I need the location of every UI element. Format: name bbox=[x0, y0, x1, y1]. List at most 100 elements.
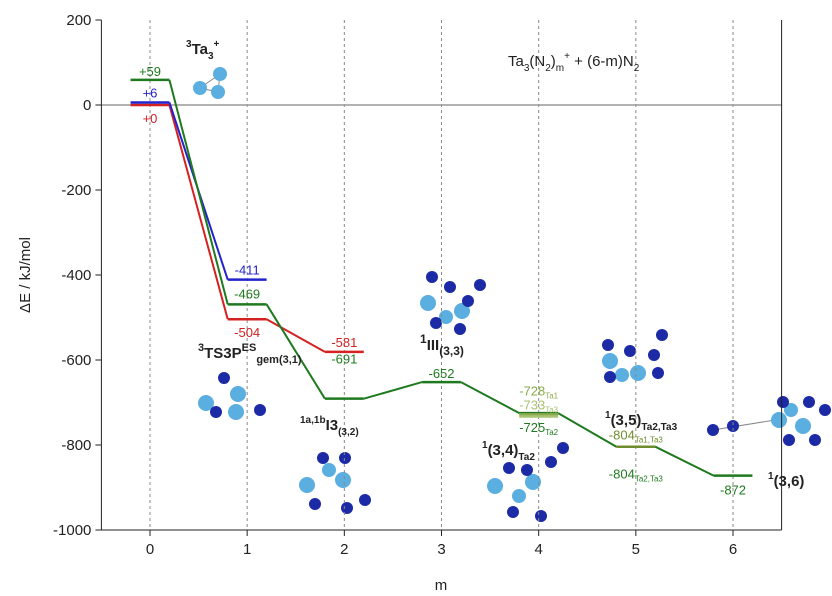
value-label: -733Ta3 bbox=[519, 398, 558, 415]
x-tick-label: 4 bbox=[534, 541, 542, 558]
annotation-part: (N bbox=[529, 53, 545, 70]
annotation-part: 1a,1b bbox=[300, 415, 326, 426]
value-label: -581 bbox=[331, 335, 357, 350]
annotation: 1III(3,3) bbox=[420, 332, 464, 358]
value-label: -691 bbox=[331, 352, 357, 367]
value-label: -804Ta2,Ta3 bbox=[609, 467, 664, 484]
annotation-part: 3 bbox=[524, 63, 530, 74]
annotation-part: Ta bbox=[192, 41, 209, 58]
value-label-text: +6 bbox=[143, 85, 158, 100]
annotation-part: 3 bbox=[186, 39, 192, 50]
value-label: -728Ta1 bbox=[519, 383, 558, 400]
value-label-text: -728 bbox=[519, 383, 545, 398]
value-label-text: +0 bbox=[143, 111, 158, 126]
value-label-sub: Ta1,Ta3 bbox=[635, 436, 664, 445]
y-axis-label: ΔE / kJ/mol bbox=[17, 237, 34, 313]
x-tick-label: 2 bbox=[340, 541, 348, 558]
annotation-part: 1 bbox=[605, 410, 611, 421]
value-label: -725Ta2 bbox=[519, 420, 558, 437]
connector bbox=[266, 318, 326, 353]
connector bbox=[363, 381, 423, 400]
value-label-text: -652 bbox=[428, 366, 454, 381]
y-tick-label: -800 bbox=[61, 437, 91, 454]
x-tick-label: 3 bbox=[437, 541, 445, 558]
annotation-part: 1 bbox=[768, 471, 774, 482]
annotation-part: (3,5) bbox=[611, 412, 642, 429]
annotation-part: 2 bbox=[634, 63, 640, 74]
connector bbox=[654, 445, 715, 477]
annotation: 3TS3PESgem(3,1) bbox=[198, 342, 302, 366]
x-tick-label: 1 bbox=[243, 541, 251, 558]
annotation-part: ES bbox=[242, 342, 257, 354]
value-label-sub: Ta2 bbox=[545, 428, 558, 437]
x-tick-label: 5 bbox=[632, 541, 640, 558]
value-label-text: +59 bbox=[139, 64, 161, 79]
value-label-text: -725 bbox=[519, 420, 545, 435]
value-label: +59 bbox=[139, 64, 161, 79]
y-tick-label: -200 bbox=[61, 182, 91, 199]
value-label: +0 bbox=[143, 111, 158, 126]
x-tick-label: 0 bbox=[146, 541, 154, 558]
connector bbox=[168, 104, 229, 320]
y-tick-label: -600 bbox=[61, 352, 91, 369]
x-axis-label: m bbox=[435, 577, 448, 594]
annotation-part: 1 bbox=[482, 440, 488, 451]
annotation-part: + (6-m)N bbox=[570, 53, 634, 70]
annotation-part: (3,2) bbox=[338, 427, 359, 438]
molecules bbox=[193, 67, 831, 522]
value-label: +6 bbox=[143, 85, 158, 100]
annotation-part: Ta bbox=[508, 53, 525, 70]
annotation-part: I3 bbox=[326, 417, 339, 434]
value-label-text: -691 bbox=[331, 352, 357, 367]
value-label-text: -581 bbox=[331, 335, 357, 350]
value-label-text: -804 bbox=[609, 467, 635, 482]
value-label: -652 bbox=[428, 366, 454, 381]
annotation-part: Ta2 bbox=[518, 452, 535, 463]
annotation-part: 1 bbox=[420, 332, 427, 346]
annotation-part: gem(3,1) bbox=[256, 354, 302, 366]
value-label: -872 bbox=[720, 483, 746, 498]
annotation-part: ) bbox=[551, 53, 556, 70]
annotation-part: 2 bbox=[545, 63, 551, 74]
annotation-part: + bbox=[214, 39, 220, 50]
annotation-part: (3,3) bbox=[439, 344, 464, 358]
molecule bbox=[707, 396, 831, 446]
value-label-text: -504 bbox=[234, 325, 260, 340]
molecule bbox=[420, 271, 486, 335]
annotation-part: 3 bbox=[208, 51, 214, 62]
annotation-part: Ta2,Ta3 bbox=[641, 422, 677, 433]
annotation-part: TS3P bbox=[204, 345, 242, 362]
value-label-text: -469 bbox=[234, 286, 260, 301]
molecule bbox=[487, 442, 569, 522]
value-label-text: -804 bbox=[609, 428, 635, 443]
annotation: 1(3,5)Ta2,Ta3 bbox=[605, 410, 678, 433]
value-label-text: -411 bbox=[235, 263, 260, 278]
molecule bbox=[299, 452, 371, 514]
annotation-part: III bbox=[427, 337, 440, 354]
x-tick-label: 6 bbox=[729, 541, 737, 558]
annotation: 1(3,4)Ta2 bbox=[482, 440, 535, 463]
molecule bbox=[193, 67, 227, 99]
value-label-sub: Ta3 bbox=[545, 406, 558, 415]
molecule bbox=[602, 329, 668, 383]
value-label-text: -872 bbox=[720, 483, 746, 498]
value-label: -469 bbox=[234, 286, 260, 301]
connector bbox=[265, 303, 326, 400]
annotation-part: m bbox=[556, 63, 564, 74]
annotation-part: (3,4) bbox=[488, 442, 519, 459]
y-tick-label: -400 bbox=[61, 267, 91, 284]
annotation-part: (3,6) bbox=[774, 473, 805, 490]
connector bbox=[168, 79, 229, 305]
connector bbox=[460, 381, 520, 415]
connector bbox=[557, 412, 617, 448]
y-tick-label: 200 bbox=[66, 12, 91, 29]
annotation-part: 3 bbox=[198, 342, 204, 354]
annotation: Ta3(N2)m+ + (6-m)N2 bbox=[508, 51, 640, 74]
value-label: -504 bbox=[234, 325, 260, 340]
value-label-sub: Ta2,Ta3 bbox=[635, 475, 664, 484]
molecule bbox=[198, 372, 266, 420]
y-tick-label: -1000 bbox=[53, 522, 91, 539]
annotation: 1a,1bI3(3,2) bbox=[300, 415, 359, 438]
value-label-text: -733 bbox=[519, 398, 545, 413]
